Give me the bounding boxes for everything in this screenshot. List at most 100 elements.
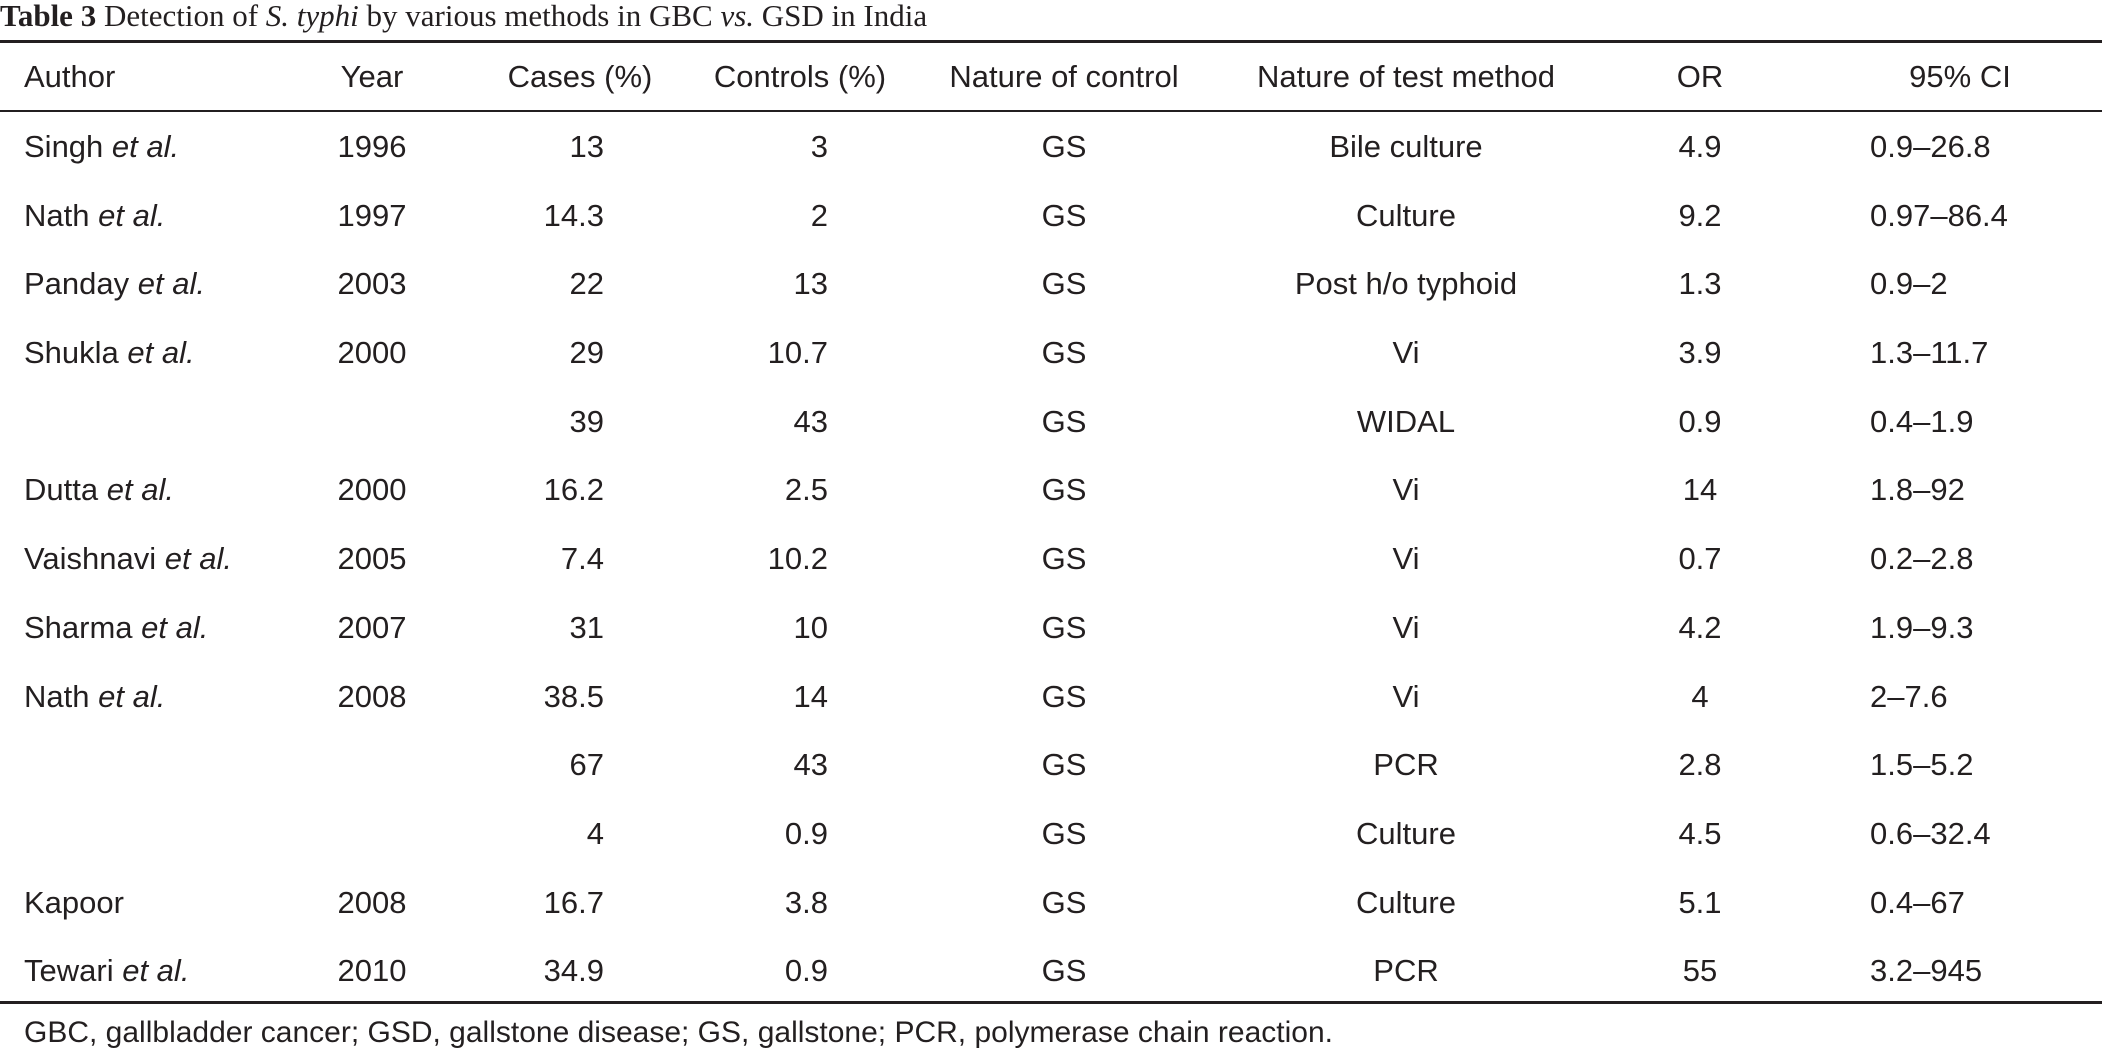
caption-text-middle: by various methods in GBC (358, 0, 721, 33)
author-name: Nath (24, 678, 90, 714)
cell-or: 2.8 (1678, 747, 1722, 783)
cell-or: 4.5 (1678, 815, 1722, 851)
cell-author: Vaishnavi et al. (24, 531, 232, 587)
table-header: Author Year Cases (%) Controls (%) Natur… (0, 50, 2102, 104)
table-caption: Table 3 Detection of S. typhi by various… (0, 0, 927, 36)
cell-year: 2008 (337, 678, 407, 714)
cell-test-method: Vi (1392, 609, 1420, 645)
table-header-rule (0, 110, 2102, 112)
table-row: Dutta et al. 2000 16.2 2.5 GS Vi 14 1.8–92 (0, 462, 2102, 531)
table-row: Nath et al. 2008 38.5 14 GS Vi 4 2–7.6 (0, 669, 2102, 738)
cell-nature-of-control: GS (1041, 541, 1087, 577)
cell-nature-of-control: GS (1041, 335, 1087, 371)
cell-cases: 29 (569, 335, 604, 371)
header-or: OR (1676, 59, 1724, 94)
cell-cases: 13 (569, 129, 604, 164)
cell-test-method: PCR (1373, 747, 1439, 783)
author-name: Tewari (24, 953, 114, 989)
header-ci: 95% CI (1909, 59, 2011, 94)
table-row: Singh et al. 1996 13 3 GS Bile culture 4.9 0.9–… (0, 119, 2102, 188)
cell-nature-of-control: GS (1041, 472, 1087, 508)
author-name: Kapoor (24, 884, 124, 920)
cell-ci: 0.4–67 (1870, 884, 1965, 920)
author-et-al: et al. (127, 335, 195, 371)
cell-test-method: Post h/o typhoid (1294, 266, 1518, 302)
cell-author: Nath et al. (24, 669, 165, 725)
author-et-al: et al. (98, 197, 166, 233)
cell-cases: 31 (569, 609, 604, 645)
cell-cases: 16.2 (543, 472, 604, 508)
cell-controls: 10.7 (767, 335, 828, 371)
cell-year: 2008 (337, 884, 407, 920)
cell-nature-of-control: GS (1041, 678, 1087, 714)
cell-cases: 22 (569, 266, 604, 302)
cell-cases: 67 (569, 747, 604, 783)
cell-ci: 0.9–26.8 (1870, 129, 1991, 164)
table-row: Vaishnavi et al. 2005 7.4 10.2 GS Vi 0.7 0.2–2.… (0, 531, 2102, 600)
table-row: Kapoor 2008 16.7 3.8 GS Culture 5.1 0.4–67 (0, 875, 2102, 944)
cell-or: 14 (1682, 472, 1718, 508)
table-row: Sharma et al. 2007 31 10 GS Vi 4.2 1.9–9.3 (0, 600, 2102, 669)
cell-ci: 1.3–11.7 (1870, 335, 1989, 371)
author-et-al: et al. (106, 472, 174, 508)
table-row: 4 0.9 GS Culture 4.5 0.6–32.4 (0, 806, 2102, 875)
author-name: Panday (24, 266, 130, 302)
header-nature-of-test-method: Nature of test method (1256, 59, 1556, 94)
cell-test-method: Bile culture (1329, 129, 1483, 164)
cell-author: Singh et al. (24, 119, 179, 175)
author-name: Shukla (24, 335, 119, 371)
header-author: Author (24, 59, 116, 94)
table-body: Singh et al. 1996 13 3 GS Bile culture 4.9 0.9–… (0, 119, 2102, 1012)
table-row: Panday et al. 2003 22 13 GS Post h/o typhoid 1… (0, 256, 2102, 325)
header-cases: Cases (%) (507, 59, 653, 94)
cell-controls: 13 (793, 266, 828, 302)
cell-or: 0.9 (1678, 403, 1722, 439)
cell-or: 1.3 (1678, 266, 1722, 302)
cell-controls: 2 (810, 197, 828, 233)
cell-or: 55 (1682, 953, 1718, 989)
cell-author: Tewari et al. (24, 943, 189, 999)
cell-cases: 4 (586, 815, 604, 851)
cell-nature-of-control: GS (1041, 747, 1087, 783)
cell-author: Shukla et al. (24, 325, 195, 381)
cell-nature-of-control: GS (1041, 815, 1087, 851)
table-row: 67 43 GS PCR 2.8 1.5–5.2 (0, 737, 2102, 806)
author-et-al: et al. (137, 266, 205, 302)
cell-controls: 10.2 (767, 541, 828, 577)
cell-year: 2010 (337, 953, 407, 989)
cell-ci: 0.9–2 (1870, 266, 1948, 302)
cell-cases: 39 (569, 403, 604, 439)
author-et-al: et al. (111, 129, 180, 164)
table-row: Nath et al. 1997 14.3 2 GS Culture 9.2 0.97–86.… (0, 188, 2102, 257)
cell-year: 2007 (337, 609, 407, 645)
table-number: Table 3 (0, 0, 97, 33)
cell-ci: 3.2–945 (1870, 953, 1983, 989)
cell-test-method: Vi (1392, 541, 1420, 577)
cell-controls: 14 (793, 678, 828, 714)
table-row: Shukla et al. 2000 29 10.7 GS Vi 3.9 1.3–11.7 (0, 325, 2102, 394)
cell-year: 1997 (337, 197, 407, 233)
header-year: Year (340, 59, 404, 94)
cell-controls: 43 (793, 403, 828, 439)
cell-nature-of-control: GS (1041, 266, 1087, 302)
cell-nature-of-control: GS (1041, 953, 1087, 989)
cell-or: 4.2 (1678, 609, 1722, 645)
cell-ci: 1.9–9.3 (1870, 609, 1974, 645)
cell-author: Nath et al. (24, 188, 165, 244)
cell-test-method: Vi (1392, 678, 1420, 714)
author-name: Singh (24, 129, 104, 164)
cell-ci: 1.5–5.2 (1870, 747, 1974, 783)
cell-cases: 7.4 (560, 541, 604, 577)
cell-controls: 2.5 (784, 472, 828, 508)
cell-author: Dutta et al. (24, 462, 174, 518)
cell-controls: 10 (793, 609, 828, 645)
table-row: Tewari et al. 2010 34.9 0.9 GS PCR 55 3.2–945 (0, 943, 2102, 1012)
cell-controls: 0.9 (784, 953, 828, 989)
caption-text-before: Detection of (96, 0, 266, 33)
cell-author: Panday et al. (24, 256, 205, 312)
cell-year: 2000 (337, 335, 407, 371)
cell-cases: 38.5 (543, 678, 604, 714)
cell-author: Kapoor (24, 875, 124, 931)
author-et-al: et al. (98, 678, 166, 714)
cell-test-method: PCR (1373, 953, 1439, 989)
